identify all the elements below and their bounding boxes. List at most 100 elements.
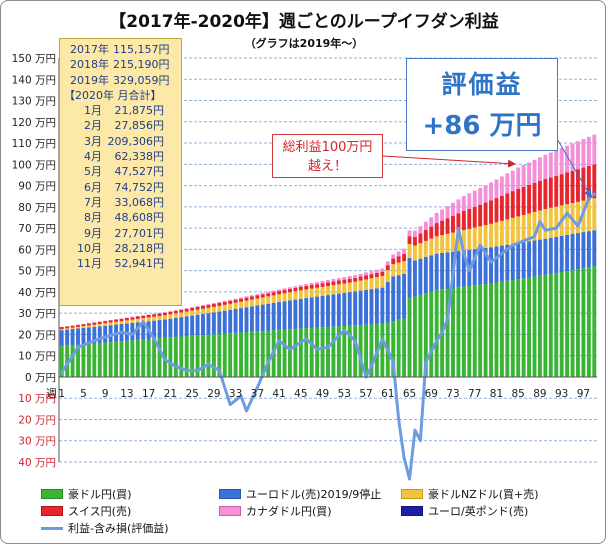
bar-segment (163, 312, 167, 313)
bar-segment (152, 338, 157, 377)
bar-segment (152, 313, 157, 315)
bar-segment (59, 346, 64, 377)
bar-segment (70, 325, 75, 328)
bar-segment (434, 289, 439, 377)
bar-segment (505, 193, 510, 220)
bar-segment (97, 321, 102, 325)
bar-segment (353, 281, 358, 292)
bar-segment (309, 285, 314, 289)
bar-segment (499, 195, 504, 221)
bar-segment (315, 296, 320, 328)
bar-segment (179, 317, 184, 337)
legend-label: ユーロ/英ポンド(売) (428, 505, 529, 518)
milestone-callout: 総利益100万円 越え！ (272, 134, 383, 178)
bar-segment (239, 308, 243, 333)
bar-segment (358, 290, 363, 326)
bar-segment (592, 198, 597, 231)
bar-segment (271, 295, 276, 303)
bar-segment (211, 303, 216, 305)
bar-segment (266, 303, 271, 331)
callout-arrow (382, 155, 516, 168)
summary-month-row: 4月 62,338円 (60, 149, 181, 164)
bar-segment (168, 311, 173, 312)
x-tick-label: 81 (490, 388, 503, 400)
bar-segment (293, 328, 298, 377)
bar-segment (157, 312, 162, 314)
bar-segment (157, 338, 162, 377)
bar-segment (195, 335, 200, 377)
bar-segment (581, 200, 586, 233)
bar-segment (293, 287, 298, 292)
bar-segment (282, 290, 287, 294)
bar-segment (478, 248, 483, 285)
summary-month-label: 10月 (77, 241, 102, 255)
bar-segment (391, 264, 396, 277)
bar-segment (255, 294, 260, 296)
bar-segment (554, 175, 559, 207)
bar-segment (418, 294, 423, 377)
bar-segment (130, 340, 135, 377)
bar-segment (65, 345, 70, 377)
y-tick-label: 0 万円 (25, 372, 56, 384)
summary-month-label: 2月 (84, 119, 102, 133)
y-tick-label: 20 万円 (18, 329, 56, 341)
summary-month-value: 21,875円 (114, 104, 165, 118)
bar-segment (353, 291, 358, 326)
bar-segment (217, 333, 222, 377)
bar-segment (369, 278, 374, 290)
bar-segment (239, 332, 243, 377)
bar-segment (347, 276, 352, 279)
bar-segment (554, 236, 559, 273)
bar-segment (244, 300, 249, 308)
bar-segment (472, 285, 477, 377)
y-tick-label: 120 万円 (12, 117, 56, 129)
bar-segment (130, 316, 135, 318)
bar-segment (565, 204, 570, 235)
bar-segment (119, 318, 124, 319)
bar-segment (418, 233, 423, 244)
bar-segment (331, 285, 336, 295)
bar-segment (135, 318, 140, 323)
bar-segment (537, 275, 542, 377)
summary-month-value: 74,752円 (114, 180, 165, 194)
legend-item: スイス円(売) (41, 503, 131, 519)
summary-year-row: 2017年 115,157円 (60, 42, 181, 57)
summary-month-value: 27,856円 (114, 119, 165, 133)
summary-month-value: 209,306円 (107, 134, 165, 148)
bar-segment (326, 326, 330, 377)
bar-segment (217, 301, 222, 304)
bar-segment (380, 287, 385, 324)
bar-segment (385, 282, 390, 323)
x-tick-label: 57 (359, 388, 372, 400)
summary-month-value: 62,338円 (114, 150, 165, 164)
bar-segment (429, 291, 434, 377)
bar-segment (559, 235, 564, 273)
bar-segment (510, 279, 515, 377)
bar-segment (260, 304, 265, 331)
bar-segment (440, 209, 445, 221)
bar-segment (304, 285, 309, 290)
bar-segment (364, 275, 368, 280)
bar-segment (548, 177, 553, 208)
bar-segment (282, 329, 287, 377)
bar-segment (565, 172, 570, 205)
bar-segment (103, 342, 108, 377)
summary-year-row: 2018年 215,190円 (60, 57, 181, 72)
bar-segment (374, 288, 379, 325)
y-tick-label: 60 万円 (18, 244, 56, 256)
bar-segment (304, 328, 309, 377)
bar-segment (499, 281, 504, 377)
bar-segment (353, 275, 358, 278)
bar-segment (184, 308, 189, 309)
bar-segment (70, 325, 75, 326)
bar-segment (114, 321, 119, 325)
bar-segment (135, 322, 140, 340)
bar-segment (456, 199, 461, 214)
bar-segment (592, 134, 597, 165)
bar-segment (554, 272, 559, 377)
bar-segment (201, 308, 205, 314)
bar-segment (576, 269, 580, 377)
bar-segment (233, 298, 238, 300)
bar-segment (423, 257, 428, 294)
